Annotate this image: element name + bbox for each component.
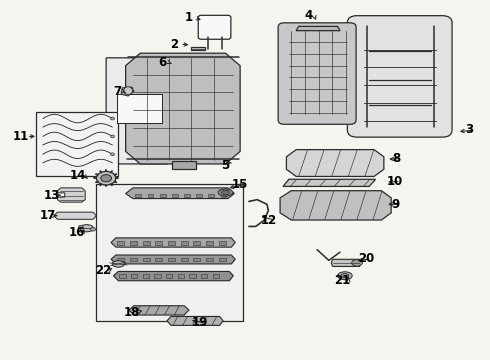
Polygon shape <box>143 274 149 278</box>
Ellipse shape <box>78 225 83 229</box>
Ellipse shape <box>80 225 94 232</box>
Polygon shape <box>121 87 134 96</box>
Polygon shape <box>155 258 162 261</box>
FancyBboxPatch shape <box>278 23 356 124</box>
Text: 5: 5 <box>221 159 230 172</box>
Polygon shape <box>296 26 340 31</box>
Polygon shape <box>106 58 174 164</box>
Ellipse shape <box>218 189 233 196</box>
Polygon shape <box>160 194 166 197</box>
Polygon shape <box>168 242 175 245</box>
Text: 11: 11 <box>13 130 29 143</box>
Polygon shape <box>143 242 149 245</box>
Text: 4: 4 <box>304 9 313 22</box>
Polygon shape <box>155 242 162 245</box>
Polygon shape <box>131 274 137 278</box>
Polygon shape <box>206 242 213 245</box>
Text: 22: 22 <box>96 264 112 276</box>
Polygon shape <box>125 53 240 164</box>
Text: 9: 9 <box>391 198 399 211</box>
Polygon shape <box>147 194 153 197</box>
Polygon shape <box>196 194 202 197</box>
Polygon shape <box>172 194 178 197</box>
Polygon shape <box>181 242 188 245</box>
Polygon shape <box>172 161 196 168</box>
Polygon shape <box>114 271 233 281</box>
Polygon shape <box>213 274 219 278</box>
Text: 3: 3 <box>465 123 473 136</box>
Polygon shape <box>220 194 226 197</box>
Polygon shape <box>129 306 189 315</box>
Text: 14: 14 <box>70 169 87 182</box>
Text: 15: 15 <box>232 178 248 191</box>
Polygon shape <box>280 26 351 121</box>
Text: 20: 20 <box>358 252 374 265</box>
Polygon shape <box>280 191 391 220</box>
Ellipse shape <box>112 261 124 267</box>
Ellipse shape <box>111 135 115 138</box>
Polygon shape <box>111 255 235 264</box>
Ellipse shape <box>123 87 132 95</box>
Polygon shape <box>166 274 172 278</box>
Text: 21: 21 <box>334 274 350 287</box>
Text: 17: 17 <box>40 209 56 222</box>
Polygon shape <box>287 150 384 176</box>
Ellipse shape <box>221 190 229 195</box>
Ellipse shape <box>91 228 96 231</box>
Polygon shape <box>143 258 149 261</box>
Text: 10: 10 <box>387 175 403 188</box>
Text: 19: 19 <box>192 316 208 329</box>
Polygon shape <box>117 94 162 123</box>
Polygon shape <box>331 259 361 266</box>
Polygon shape <box>97 184 243 321</box>
Polygon shape <box>57 188 85 202</box>
Polygon shape <box>117 258 124 261</box>
Polygon shape <box>111 238 235 247</box>
Polygon shape <box>119 274 125 278</box>
Polygon shape <box>135 194 141 197</box>
Polygon shape <box>283 179 375 186</box>
Polygon shape <box>184 194 190 197</box>
Polygon shape <box>206 258 213 261</box>
Polygon shape <box>117 242 124 245</box>
Polygon shape <box>167 316 223 325</box>
Ellipse shape <box>111 117 115 120</box>
Ellipse shape <box>341 274 349 278</box>
Polygon shape <box>208 194 214 197</box>
Polygon shape <box>130 258 137 261</box>
Text: 8: 8 <box>392 152 400 165</box>
Text: 2: 2 <box>171 38 178 51</box>
Text: 12: 12 <box>260 213 276 226</box>
Polygon shape <box>154 274 161 278</box>
Ellipse shape <box>97 171 116 185</box>
Polygon shape <box>130 242 137 245</box>
Polygon shape <box>168 258 175 261</box>
Ellipse shape <box>338 272 352 280</box>
Polygon shape <box>125 188 234 199</box>
FancyBboxPatch shape <box>347 16 452 137</box>
Polygon shape <box>194 258 200 261</box>
Text: 13: 13 <box>44 189 60 202</box>
Polygon shape <box>190 274 196 278</box>
Polygon shape <box>54 212 97 219</box>
Ellipse shape <box>111 153 115 156</box>
Text: 16: 16 <box>69 226 85 239</box>
Polygon shape <box>192 47 205 50</box>
Polygon shape <box>178 274 184 278</box>
Polygon shape <box>201 274 207 278</box>
Text: 1: 1 <box>185 11 193 24</box>
Ellipse shape <box>101 175 112 182</box>
Polygon shape <box>194 242 200 245</box>
FancyBboxPatch shape <box>198 15 231 39</box>
Polygon shape <box>219 242 225 245</box>
Text: 6: 6 <box>158 55 166 69</box>
Ellipse shape <box>352 260 363 266</box>
Text: 18: 18 <box>124 306 140 319</box>
Polygon shape <box>36 112 118 176</box>
Polygon shape <box>181 258 188 261</box>
Polygon shape <box>219 258 225 261</box>
Text: 7: 7 <box>113 85 122 98</box>
